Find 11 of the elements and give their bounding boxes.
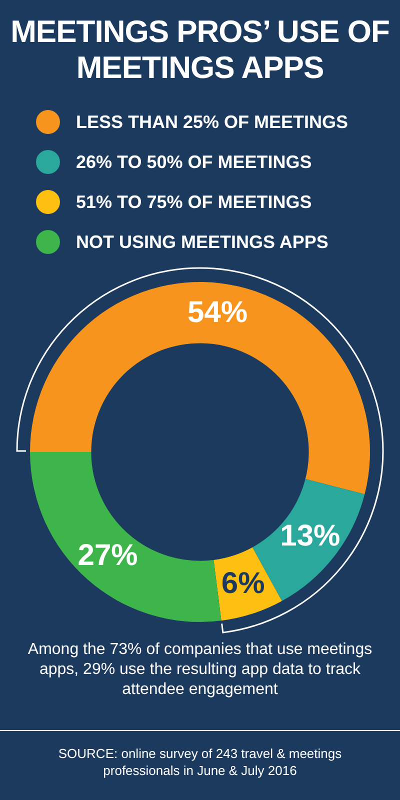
data-label: 6% (221, 566, 265, 600)
chart-title: MEETINGS PROS’ USE OF MEETINGS APPS (10, 13, 390, 86)
text: Among the 73% of companies that use meetings apps, 29% use the resulting app data to track attendee engagement (26, 640, 374, 700)
legend-label: NOT USING MEETINGS APPS (76, 232, 328, 252)
legend-label: 26% TO 50% OF MEETINGS (76, 152, 312, 172)
data-label: 54% (187, 296, 248, 329)
source-note: SOURCE: online survey of 243 travel & meetings professionals in June & July 2016 (57, 745, 343, 779)
legend-label: 51% TO 75% OF MEETINGS (76, 192, 312, 212)
data-label: 13% (280, 520, 340, 553)
legend-label: LESS THAN 25% OF MEETINGS (76, 112, 348, 132)
data-label: 27% (78, 538, 138, 572)
